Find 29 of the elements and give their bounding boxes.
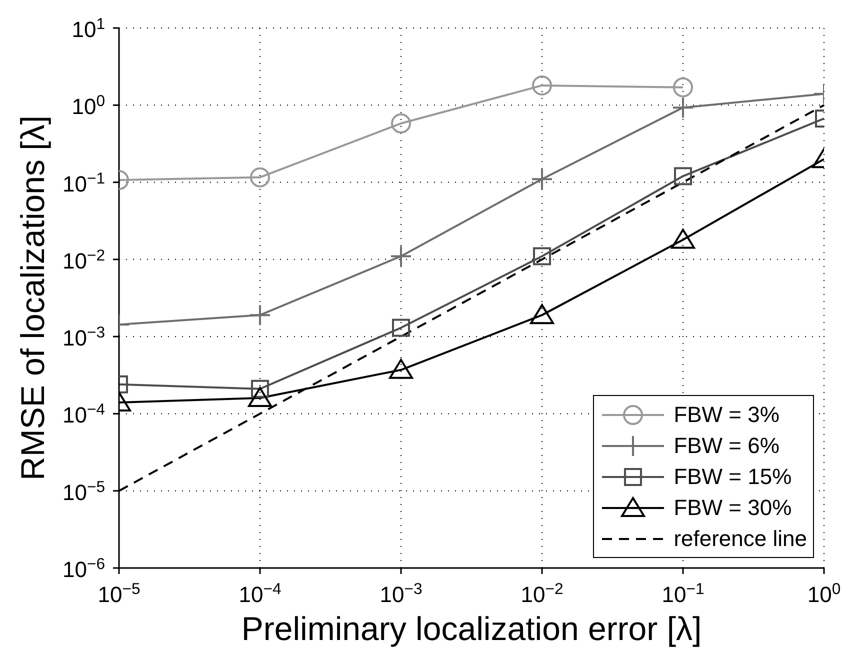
legend-label: FBW = 15% [674, 464, 792, 490]
point [390, 245, 412, 268]
y-tick-label: 10$^{−3}$ [62, 324, 106, 351]
x-tick-label: 10$^{0}$ [807, 580, 841, 607]
x-axis-title: Preliminary localization error [λ] [241, 610, 702, 647]
point [532, 75, 552, 96]
x-tick-label: 10$^{−1}$ [662, 580, 704, 607]
point [389, 358, 413, 379]
point [391, 113, 411, 134]
point [530, 304, 554, 324]
x-tick-label: 10$^{−5}$ [98, 580, 140, 607]
point [531, 168, 553, 190]
legend-label: reference line [674, 526, 807, 552]
legend-label: FBW = 6% [674, 432, 780, 458]
legend-label: FBW = 30% [674, 494, 792, 520]
y-tick-label: 10$^{−4}$ [62, 401, 106, 428]
y-tick-label: 10$^{1}$ [72, 16, 106, 42]
y-tick-label: 10$^{−2}$ [62, 246, 105, 274]
y-axis-title: RMSE of localizations [λ] [14, 116, 51, 480]
point [392, 318, 410, 337]
x-tick-label: 10$^{−4}$ [238, 580, 282, 607]
legend-label: FBW = 3% [674, 402, 780, 428]
point [533, 247, 551, 266]
x-tick-label: 10$^{−3}$ [380, 580, 422, 607]
x-tick-label: 10$^{−2}$ [520, 580, 564, 607]
y-tick-label: 10$^{−6}$ [62, 556, 106, 582]
y-tick-label: 10$^{0}$ [72, 92, 106, 120]
y-tick-label: 10$^{−1}$ [62, 170, 106, 196]
y-tick-label: 10$^{−5}$ [62, 478, 106, 505]
